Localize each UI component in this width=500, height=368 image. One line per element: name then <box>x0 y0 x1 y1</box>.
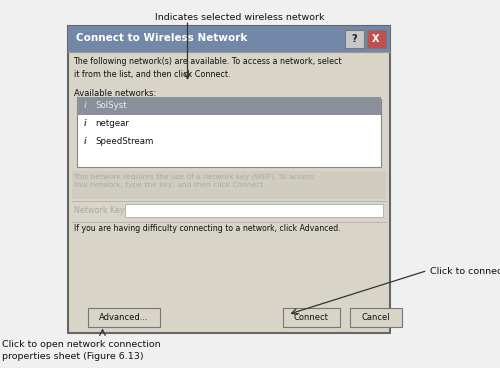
FancyBboxPatch shape <box>76 99 381 167</box>
Text: Connect: Connect <box>294 313 328 322</box>
Text: This network requires the use of a network key (WEP). To access
this network, ty: This network requires the use of a netwo… <box>74 173 315 188</box>
Text: Cancel: Cancel <box>362 313 390 322</box>
Text: The following network(s) are available. To access a network, select
it from the : The following network(s) are available. … <box>74 57 342 78</box>
FancyBboxPatch shape <box>77 97 380 115</box>
Text: SpeedStream: SpeedStream <box>96 137 154 146</box>
FancyBboxPatch shape <box>366 30 386 48</box>
Text: ?: ? <box>351 34 357 44</box>
Text: i: i <box>84 119 87 128</box>
Text: Click to open network connection
properties sheet (Figure 6.13): Click to open network connection propert… <box>2 340 161 361</box>
Text: If you are having difficulty connecting to a network, click Advanced.: If you are having difficulty connecting … <box>74 224 340 233</box>
FancyBboxPatch shape <box>125 204 382 217</box>
Text: SolSyst: SolSyst <box>96 102 127 110</box>
FancyBboxPatch shape <box>282 308 340 327</box>
Text: Indicates selected wireless network: Indicates selected wireless network <box>155 13 325 22</box>
Text: Advanced...: Advanced... <box>99 313 148 322</box>
FancyBboxPatch shape <box>72 171 386 199</box>
Text: Network Key:: Network Key: <box>74 206 126 215</box>
Text: Connect to Wireless Network: Connect to Wireless Network <box>76 33 248 43</box>
Text: netgear: netgear <box>96 119 130 128</box>
FancyBboxPatch shape <box>350 308 403 327</box>
Text: Available networks:: Available networks: <box>74 89 156 98</box>
FancyBboxPatch shape <box>68 26 390 333</box>
FancyBboxPatch shape <box>68 26 390 52</box>
Text: i: i <box>84 102 87 110</box>
Text: X: X <box>372 34 380 44</box>
FancyBboxPatch shape <box>344 30 364 48</box>
FancyBboxPatch shape <box>88 308 160 327</box>
Text: i: i <box>84 137 87 146</box>
Text: Click to connect: Click to connect <box>430 267 500 276</box>
